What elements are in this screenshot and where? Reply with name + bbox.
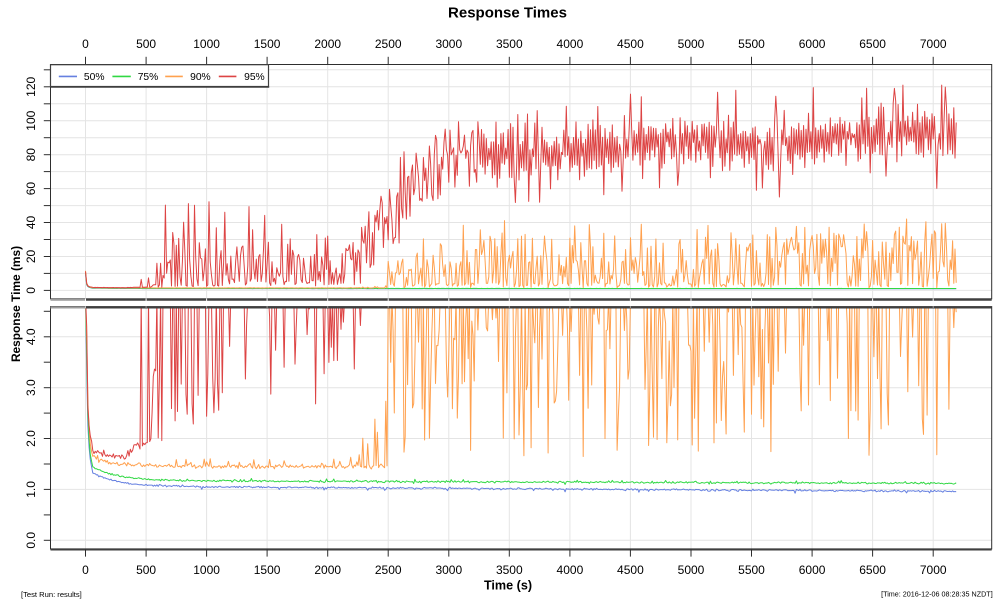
svg-text:4500: 4500 [617,37,644,51]
svg-text:3500: 3500 [496,37,523,51]
svg-text:5500: 5500 [738,37,765,51]
svg-text:2000: 2000 [314,563,341,577]
svg-text:3500: 3500 [496,563,523,577]
svg-text:75%: 75% [138,72,159,83]
svg-text:4000: 4000 [557,37,584,51]
svg-text:1500: 1500 [254,37,281,51]
svg-text:1000: 1000 [193,563,220,577]
svg-text:5500: 5500 [738,563,765,577]
svg-text:4.0: 4.0 [24,328,38,345]
svg-text:500: 500 [136,37,156,51]
svg-text:6500: 6500 [859,563,886,577]
svg-text:500: 500 [136,563,156,577]
svg-text:Response Times: Response Times [448,5,567,22]
svg-text:Response Time (ms): Response Time (ms) [9,246,23,362]
svg-text:4000: 4000 [557,563,584,577]
svg-text:3000: 3000 [435,37,462,51]
svg-text:6500: 6500 [859,37,886,51]
svg-text:3.0: 3.0 [24,379,38,396]
svg-text:Time (s): Time (s) [484,579,532,593]
svg-text:[Test Run: results]: [Test Run: results] [21,590,82,599]
svg-text:50%: 50% [84,72,105,83]
svg-text:1000: 1000 [193,37,220,51]
svg-text:6000: 6000 [799,37,826,51]
svg-text:100: 100 [24,110,38,130]
svg-text:95%: 95% [244,72,265,83]
svg-text:120: 120 [24,76,38,96]
svg-text:2000: 2000 [314,37,341,51]
svg-text:90%: 90% [190,72,211,83]
svg-text:4500: 4500 [617,563,644,577]
svg-text:2.0: 2.0 [24,430,38,447]
svg-text:3000: 3000 [435,563,462,577]
svg-text:1.0: 1.0 [24,481,38,498]
svg-text:2500: 2500 [375,563,402,577]
svg-text:20: 20 [24,250,38,264]
svg-text:0: 0 [82,563,89,577]
svg-text:0: 0 [82,37,89,51]
svg-text:80: 80 [24,148,38,162]
svg-text:7000: 7000 [920,563,947,577]
svg-text:[Time: 2016-12-06 08:28:35 NZD: [Time: 2016-12-06 08:28:35 NZDT] [881,590,993,599]
svg-text:60: 60 [24,182,38,196]
svg-text:0: 0 [24,287,38,294]
svg-text:40: 40 [24,216,38,230]
svg-text:5000: 5000 [678,563,705,577]
svg-text:0.0: 0.0 [24,532,38,549]
svg-text:6000: 6000 [799,563,826,577]
svg-text:7000: 7000 [920,37,947,51]
svg-text:1500: 1500 [254,563,281,577]
svg-text:5000: 5000 [678,37,705,51]
svg-text:2500: 2500 [375,37,402,51]
